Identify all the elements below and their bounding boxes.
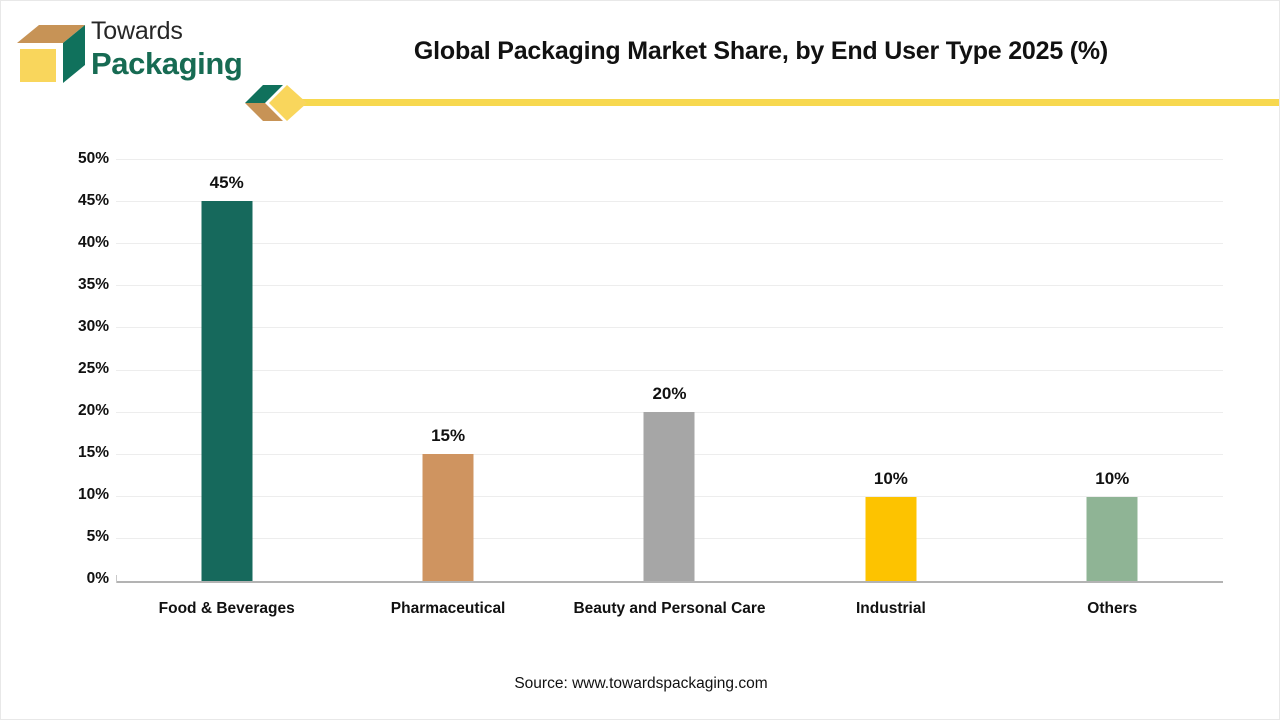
y-axis-tick-label: 50% xyxy=(77,150,109,167)
plot-area: 45% 15% 20% 10% 10% xyxy=(116,159,1223,581)
x-axis-tick-label: Pharmaceutical xyxy=(390,600,506,617)
x-axis-tick-label: Industrial xyxy=(856,600,926,617)
x-axis-tick-label: Others xyxy=(1087,600,1138,617)
bar-value-label: 10% xyxy=(1095,468,1130,488)
source-caption: Source: www.towardspackaging.com xyxy=(514,675,768,692)
gridline xyxy=(116,243,1223,244)
bar-slot: 45% xyxy=(116,159,337,581)
y-axis-tick-label: 5% xyxy=(86,528,109,545)
gridline xyxy=(116,327,1223,328)
y-axis-tick-label: 35% xyxy=(77,276,109,293)
x-axis-tick-label: Beauty and Personal Care xyxy=(573,600,766,617)
y-axis-tick-label: 25% xyxy=(77,360,109,377)
page-title: Global Packaging Market Share, by End Us… xyxy=(413,37,1109,65)
x-axis-line xyxy=(116,581,1223,583)
divider-rule xyxy=(293,99,1279,106)
bar-value-label: 45% xyxy=(209,173,244,193)
bar-beauty-personal-care[interactable] xyxy=(643,412,695,581)
bar-others[interactable] xyxy=(1086,496,1138,581)
brand-wordmark-line1: Towards xyxy=(91,17,183,45)
brand-logo: Towards Packaging xyxy=(15,17,245,89)
y-axis-tick-label: 10% xyxy=(77,486,109,503)
y-axis-tick-label: 0% xyxy=(86,570,109,587)
header: Towards Packaging Global Packaging Marke… xyxy=(1,1,1279,131)
bar-slot: 10% xyxy=(1002,159,1223,581)
gridline xyxy=(116,370,1223,371)
y-axis: 50% 45% 40% 35% 30% 25% 20% 15% 10% 5% 0… xyxy=(41,149,109,593)
bar-slot: 10% xyxy=(780,159,1001,581)
x-axis: Food & Beverages Pharmaceutical Beauty a… xyxy=(116,596,1223,656)
x-axis-origin-tick xyxy=(116,575,117,583)
bar-value-label: 20% xyxy=(652,384,687,404)
chevron-diamond-icon xyxy=(245,85,307,121)
y-axis-tick-label: 30% xyxy=(77,318,109,335)
bar-pharmaceutical[interactable] xyxy=(422,454,474,581)
y-axis-tick-label: 15% xyxy=(77,444,109,461)
bar-value-label: 15% xyxy=(431,426,466,446)
bar-slot: 20% xyxy=(559,159,780,581)
gridline xyxy=(116,201,1223,202)
x-axis-tick-label: Food & Beverages xyxy=(158,600,295,617)
gridline xyxy=(116,159,1223,160)
bar-slot: 15% xyxy=(337,159,558,581)
bar-industrial[interactable] xyxy=(865,496,917,581)
brand-wordmark: Towards Packaging xyxy=(91,17,251,85)
gridline xyxy=(116,285,1223,286)
bar-value-label: 10% xyxy=(873,468,908,488)
brand-wordmark-line2: Packaging xyxy=(91,46,243,81)
header-divider xyxy=(245,83,1279,125)
y-axis-tick-label: 20% xyxy=(77,402,109,419)
y-axis-tick-label: 40% xyxy=(77,234,109,251)
box-3d-icon xyxy=(17,25,85,83)
bar-food-beverages[interactable] xyxy=(201,201,253,581)
y-axis-tick-label: 45% xyxy=(77,192,109,209)
